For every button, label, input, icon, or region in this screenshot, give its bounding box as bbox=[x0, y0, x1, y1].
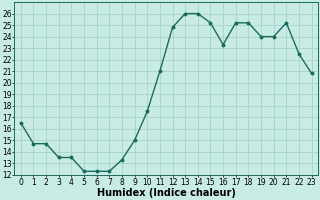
X-axis label: Humidex (Indice chaleur): Humidex (Indice chaleur) bbox=[97, 188, 236, 198]
